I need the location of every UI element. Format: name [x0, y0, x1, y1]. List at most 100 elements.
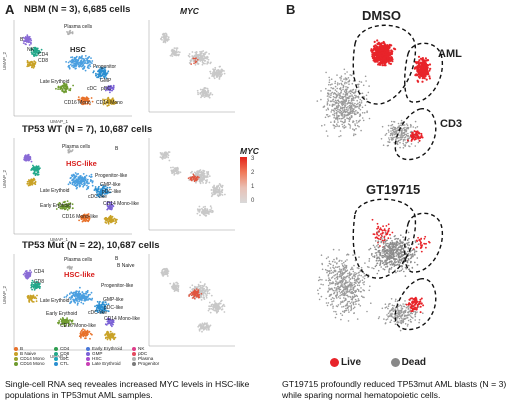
r3-cdc: cDC-like	[88, 310, 107, 316]
r2-late-ery: Late Erythoid	[40, 188, 70, 194]
legend-dot	[14, 361, 18, 366]
row2-title: TP53 WT (N = 7), 10,687 cells	[22, 124, 153, 135]
r2-hsc-like: HSC-like	[66, 159, 97, 168]
r1-nk: NK	[27, 47, 34, 53]
aml-label: AML	[438, 48, 462, 60]
r3-b: B	[115, 256, 119, 262]
legend-item: CD16 Mono	[14, 361, 45, 366]
row1-title: NBM (N = 3), 6,685 cells	[24, 4, 131, 15]
cd3-label: CD3	[440, 118, 463, 130]
row3-title: TP53 Mut (N = 22), 10,687 cells	[22, 240, 160, 251]
r3-early-ery: Early Erythoid	[46, 311, 78, 317]
myc-tp53mut	[148, 254, 235, 347]
r3-plasma: Plasma cells	[64, 257, 93, 263]
r1-cdc: cDC	[87, 86, 97, 92]
r1-progenitor: Progenitor	[93, 64, 117, 70]
r1-pdc: pDC	[101, 86, 112, 92]
r1-late-ery: Late Erythoid	[40, 79, 70, 85]
legend-dot	[54, 361, 58, 366]
gate-gt-cd3	[394, 278, 437, 331]
panel-b-letter: B	[286, 2, 296, 17]
r1-cd14: CD14 Mono	[96, 100, 123, 106]
legend-dot	[86, 351, 90, 356]
r2-b: B	[115, 146, 119, 152]
colorbar-tick-1: 1	[251, 184, 255, 190]
legend-dot	[86, 361, 90, 366]
r3-cd4: CD4	[34, 269, 45, 275]
legend-dot	[86, 346, 90, 351]
colorbar-title: MYC	[240, 146, 259, 156]
legend-item: CD4	[54, 346, 69, 351]
gate-gt-left	[352, 198, 417, 279]
legend-item: B Naive	[14, 351, 45, 356]
legend-item: Plasma	[132, 356, 159, 361]
r3-cd16: CD16 Mono-like	[60, 323, 96, 329]
legend-item: B	[14, 346, 45, 351]
legend-item: HSC	[86, 356, 122, 361]
r2-progenitor: Progenitor-like	[95, 173, 128, 179]
gate-dmso-cd3	[394, 108, 437, 161]
colorbar-tick-2: 2	[251, 170, 255, 176]
gate-gt-right	[404, 212, 444, 273]
axis-y-3: UMAP_2	[2, 285, 7, 304]
tsne-gt19715	[317, 198, 444, 332]
tsne-dmso	[316, 24, 444, 161]
r3-cd8: CD8	[34, 279, 45, 285]
legend-dot	[132, 356, 136, 361]
r2-cd16: CD16 Mono-like	[62, 214, 98, 220]
r2-cd14: CD14 Mono-like	[103, 201, 139, 207]
panel-b-caption: GT19715 profoundly reduced TP53mut AML b…	[282, 379, 507, 400]
legend-item: GMP	[86, 351, 122, 356]
myc-tp53wt	[148, 138, 235, 231]
legend-dot	[54, 351, 58, 356]
legend-item: CD8	[54, 351, 69, 356]
gt19715-title: GT19715	[366, 182, 421, 197]
r3-late-ery: Late Erythoid	[40, 298, 70, 304]
r1-cd16: CD16 Mono	[64, 100, 91, 106]
r1-cd4: CD4	[38, 52, 49, 58]
r1-cd8: CD8	[38, 58, 49, 64]
legend-dot	[132, 361, 136, 366]
r3-pdc: pDC-like	[104, 305, 124, 311]
r1-plasma: Plasma cells	[64, 24, 93, 30]
legend-item: Late Erythroid	[86, 361, 122, 366]
colorbar-tick-0: 0	[251, 198, 255, 204]
panel-a-letter: A	[5, 2, 15, 17]
legend-item: Progenitor	[132, 361, 159, 366]
colorbar-gradient	[240, 157, 247, 203]
umap-nbm	[13, 20, 132, 117]
legend-dot	[54, 356, 58, 361]
r2-plasma: Plasma cells	[62, 144, 91, 150]
panel-a-caption: Single-cell RNA seq reveales increased M…	[5, 379, 250, 400]
legend-dot	[14, 346, 18, 351]
r1-b: B	[20, 37, 24, 43]
dead-dot	[390, 357, 400, 367]
umap-tp53mut	[13, 254, 132, 351]
legend-dot	[132, 346, 136, 351]
legend-dot	[132, 351, 136, 356]
legend-dot	[14, 356, 18, 361]
r2-cdc: cDC-like	[88, 194, 107, 200]
colorbar-tick-3: 3	[251, 156, 255, 162]
axis-y-1: UMAP_2	[2, 51, 7, 70]
r2-pdc: pDC-like	[102, 189, 122, 195]
r1-gmp: GMP	[100, 78, 112, 84]
legend-dot	[86, 356, 90, 361]
axis-y-2: UMAP_2	[2, 169, 7, 188]
r3-progenitor: Progenitor-like	[101, 283, 134, 289]
legend-item: CD14 Mono	[14, 356, 45, 361]
umap-tp53wt	[13, 138, 132, 235]
live-dead-legend: Live Dead	[330, 357, 426, 368]
axis-x-3: UMAP_1	[50, 354, 69, 359]
myc-nbm	[148, 20, 235, 113]
r3-gmp: GMP-like	[103, 297, 124, 303]
myc-title: MYC	[180, 6, 199, 16]
r1-hsc: HSC	[70, 45, 86, 54]
gate-dmso-left	[352, 24, 417, 105]
r2-gmp: GMP-like	[100, 182, 121, 188]
legend-item: pDC	[132, 351, 159, 356]
r3-b-naive: B Naive	[117, 263, 135, 269]
legend-item: NK	[132, 346, 159, 351]
live-dot	[330, 357, 339, 367]
axis-x-2: UMAP_1	[50, 237, 69, 242]
